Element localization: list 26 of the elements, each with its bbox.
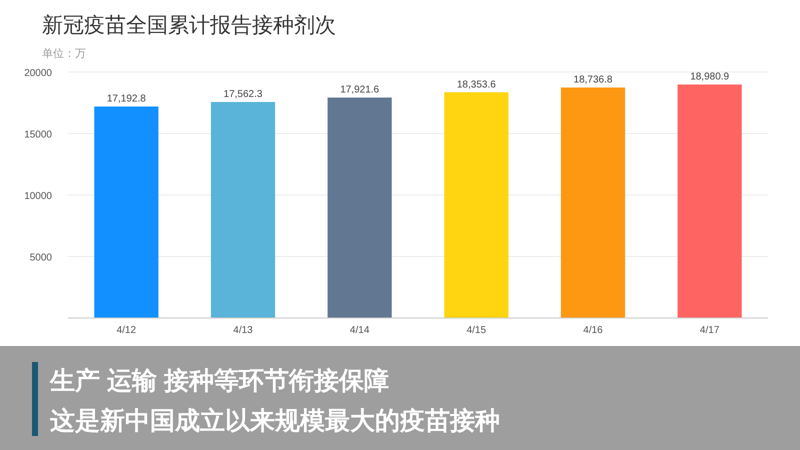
data-label: 18,980.9 [690, 72, 730, 83]
bar [328, 98, 392, 318]
y-tick-label: 15000 [24, 130, 52, 140]
x-tick-label: 4/12 [116, 325, 136, 336]
bar [560, 88, 626, 318]
bar [444, 92, 508, 318]
x-tick-label: 4/16 [583, 325, 604, 336]
data-label: 18,736.8 [574, 74, 613, 86]
chart-subtitle: 单位：万 [42, 47, 86, 60]
y-tick-label: 5000 [30, 252, 52, 264]
x-tick-label: 4/14 [350, 325, 370, 336]
bar [210, 102, 276, 318]
data-label: 17,562.3 [224, 88, 263, 100]
x-tick-label: 4/15 [466, 325, 486, 336]
text: 生产 运输 接种等环节衔接保障 [49, 367, 389, 395]
data-label: 17,921.6 [340, 84, 380, 96]
bar [94, 106, 158, 318]
x-tick-label: 4/13 [233, 325, 254, 336]
bar [678, 84, 742, 318]
data-label: 18,353.6 [456, 79, 496, 90]
data-label: 17,192.8 [106, 94, 146, 105]
x-tick-label: 4/17 [700, 325, 720, 336]
y-tick-label: 20000 [24, 68, 52, 79]
y-tick-label: 10000 [24, 191, 52, 202]
text: 这是新中国成立以来规模最大的疫苗接种 [50, 407, 500, 435]
chart-title: 新冠疫苗全国累计报告接种剂次 [42, 14, 336, 37]
